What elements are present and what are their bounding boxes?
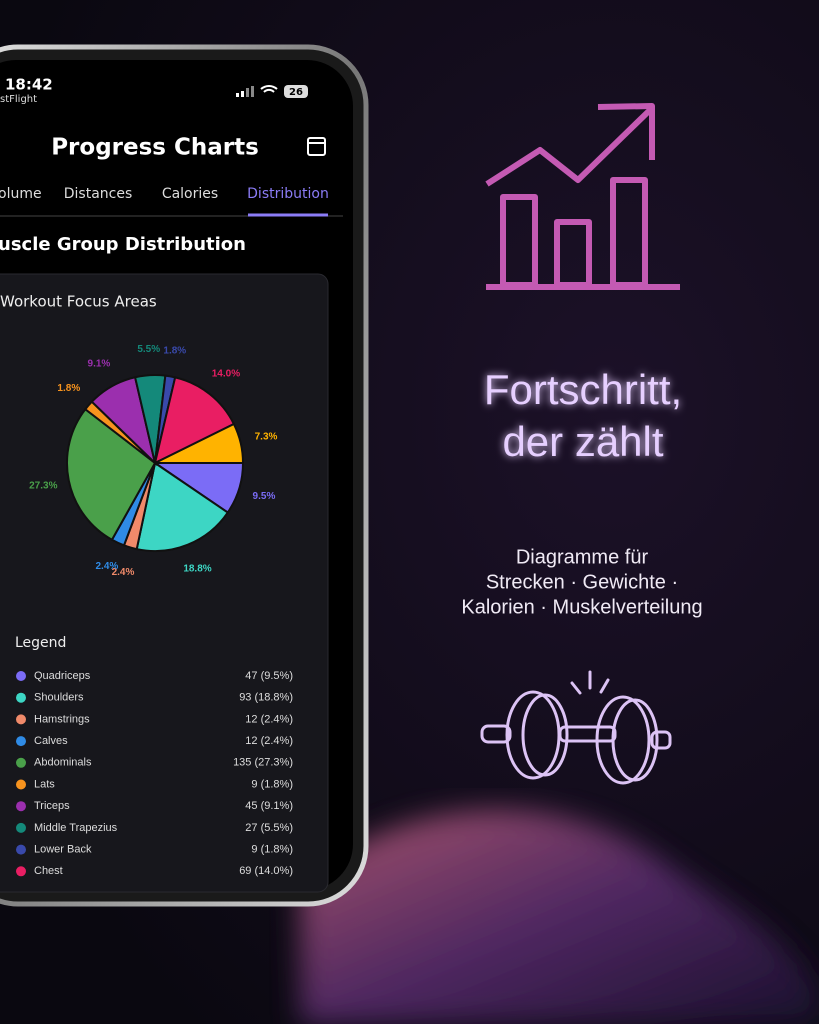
pie-slice bbox=[154, 422, 245, 464]
data-label: 2.4% bbox=[112, 567, 135, 578]
chart-title: Workout Focus Areas bbox=[0, 293, 157, 311]
legend-value: 9 (1.8%) bbox=[251, 844, 293, 856]
legend-swatch bbox=[16, 801, 26, 812]
data-label: 9.1% bbox=[88, 358, 111, 369]
legend-swatch bbox=[16, 671, 26, 681]
legend-value: 9 (1.8%) bbox=[251, 778, 293, 790]
legend-value: 47 (9.5%) bbox=[245, 670, 293, 682]
battery-level: 26 bbox=[289, 87, 303, 98]
chart-icon bbox=[485, 103, 680, 290]
wifi-icon bbox=[260, 85, 278, 93]
legend-value: 27 (5.5%) bbox=[245, 822, 293, 834]
battery-icon bbox=[284, 85, 308, 98]
legend-swatch bbox=[16, 844, 26, 855]
legend-label: Quadriceps bbox=[34, 670, 91, 682]
pie-slice bbox=[66, 407, 157, 542]
data-label: 7.3% bbox=[255, 432, 278, 443]
legend-label: Calves bbox=[34, 735, 68, 747]
pie-chart: 9.5%18.8%2.4%2.4%27.3%1.8%9.1%5.5% 1.8%14… bbox=[29, 344, 277, 578]
data-label: 18.8% bbox=[183, 563, 211, 574]
legend-swatch bbox=[16, 822, 26, 833]
tab[interactable]: Calories bbox=[162, 186, 218, 202]
wave bbox=[300, 809, 819, 1024]
headline: der zählt bbox=[502, 418, 663, 465]
legend-label: Chest bbox=[34, 865, 63, 877]
subtitle: Diagramme für bbox=[516, 546, 649, 568]
data-label: 2.4% bbox=[96, 561, 119, 572]
legend-value: 12 (2.4%) bbox=[245, 735, 293, 747]
legend-label: Shoulders bbox=[34, 692, 84, 704]
legend-label: Middle Trapezius bbox=[34, 822, 118, 834]
tab-active[interactable]: Distribution bbox=[247, 186, 329, 202]
legend-value: 12 (2.4%) bbox=[245, 713, 293, 725]
page-title: Progress Charts bbox=[51, 135, 259, 161]
data-label: 5.5% bbox=[137, 344, 160, 355]
headline: Fortschritt, bbox=[484, 366, 682, 413]
legend-value: 45 (9.1%) bbox=[245, 800, 293, 812]
legend-label: Lats bbox=[34, 778, 55, 790]
tab[interactable]: olume bbox=[0, 186, 42, 202]
legend-label: Hamstrings bbox=[34, 713, 90, 725]
signal-icon bbox=[236, 86, 254, 97]
legend-swatch bbox=[16, 757, 26, 768]
data-label: 1.8% bbox=[163, 345, 186, 356]
pie-slice bbox=[135, 461, 230, 552]
subtitle: Kalorien · Muskelverteilung bbox=[461, 596, 702, 618]
legend: Quadriceps 47 (9.5%) Shoulders 93 (18.8%) Ha… bbox=[16, 670, 293, 877]
legend-title: Legend bbox=[15, 635, 66, 651]
legend-value: 135 (27.3%) bbox=[233, 757, 293, 769]
legend-swatch bbox=[16, 692, 26, 703]
section-title: uscle Group Distribution bbox=[0, 234, 246, 255]
dumbbell-icon bbox=[480, 670, 672, 785]
legend-swatch bbox=[16, 736, 26, 747]
calendar-button[interactable] bbox=[307, 137, 326, 156]
legend-swatch bbox=[16, 714, 26, 725]
legend-label: Triceps bbox=[34, 800, 70, 812]
subtitle: Strecken · Gewichte · bbox=[486, 571, 678, 593]
status-carrier: stFlight bbox=[0, 94, 37, 105]
legend-swatch bbox=[16, 779, 26, 790]
legend-value: 69 (14.0%) bbox=[239, 865, 293, 877]
pie-slice bbox=[153, 376, 236, 465]
legend-value: 93 (18.8%) bbox=[239, 692, 293, 704]
status-time: 18:42 bbox=[5, 76, 53, 94]
tab[interactable]: Distances bbox=[64, 186, 133, 202]
legend-swatch bbox=[16, 866, 26, 877]
legend-label: Abdominals bbox=[34, 757, 92, 769]
legend-label: Lower Back bbox=[34, 844, 92, 856]
data-label: 27.3% bbox=[29, 480, 57, 491]
data-label: 1.8% bbox=[57, 383, 80, 394]
data-label: 9.5% bbox=[253, 491, 276, 502]
data-label: 14.0% bbox=[212, 368, 240, 379]
